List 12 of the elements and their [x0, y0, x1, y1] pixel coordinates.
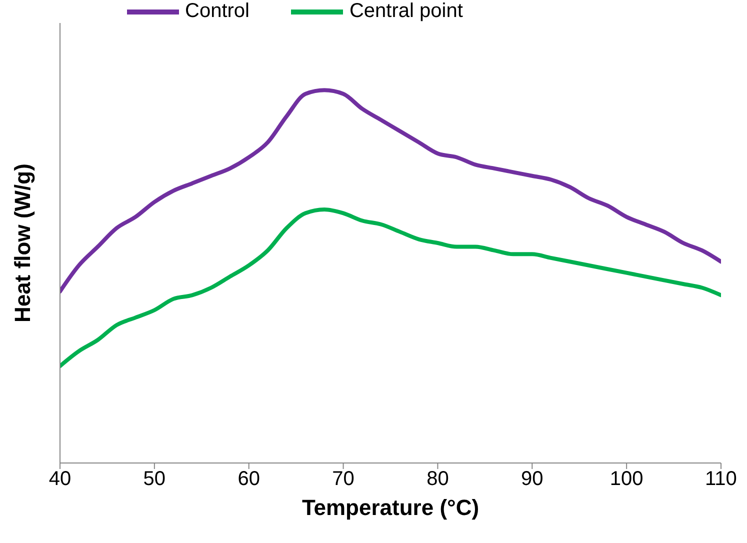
legend-label: Control [185, 0, 250, 23]
x-tick-label: 70 [332, 468, 354, 490]
y-axis-title: Heat flow (W/g) [10, 164, 35, 322]
x-tick-label: 50 [143, 468, 166, 490]
x-tick-label: 110 [705, 468, 737, 490]
legend-label: Central point [349, 0, 463, 23]
x-tick-label: 100 [610, 468, 644, 490]
x-tick-label: 40 [48, 468, 72, 490]
x-axis-title: Temperature (°C) [302, 495, 480, 520]
x-tick-label: 80 [426, 468, 449, 490]
x-tick-label: 60 [238, 468, 260, 490]
x-tick-label: 90 [521, 468, 544, 490]
